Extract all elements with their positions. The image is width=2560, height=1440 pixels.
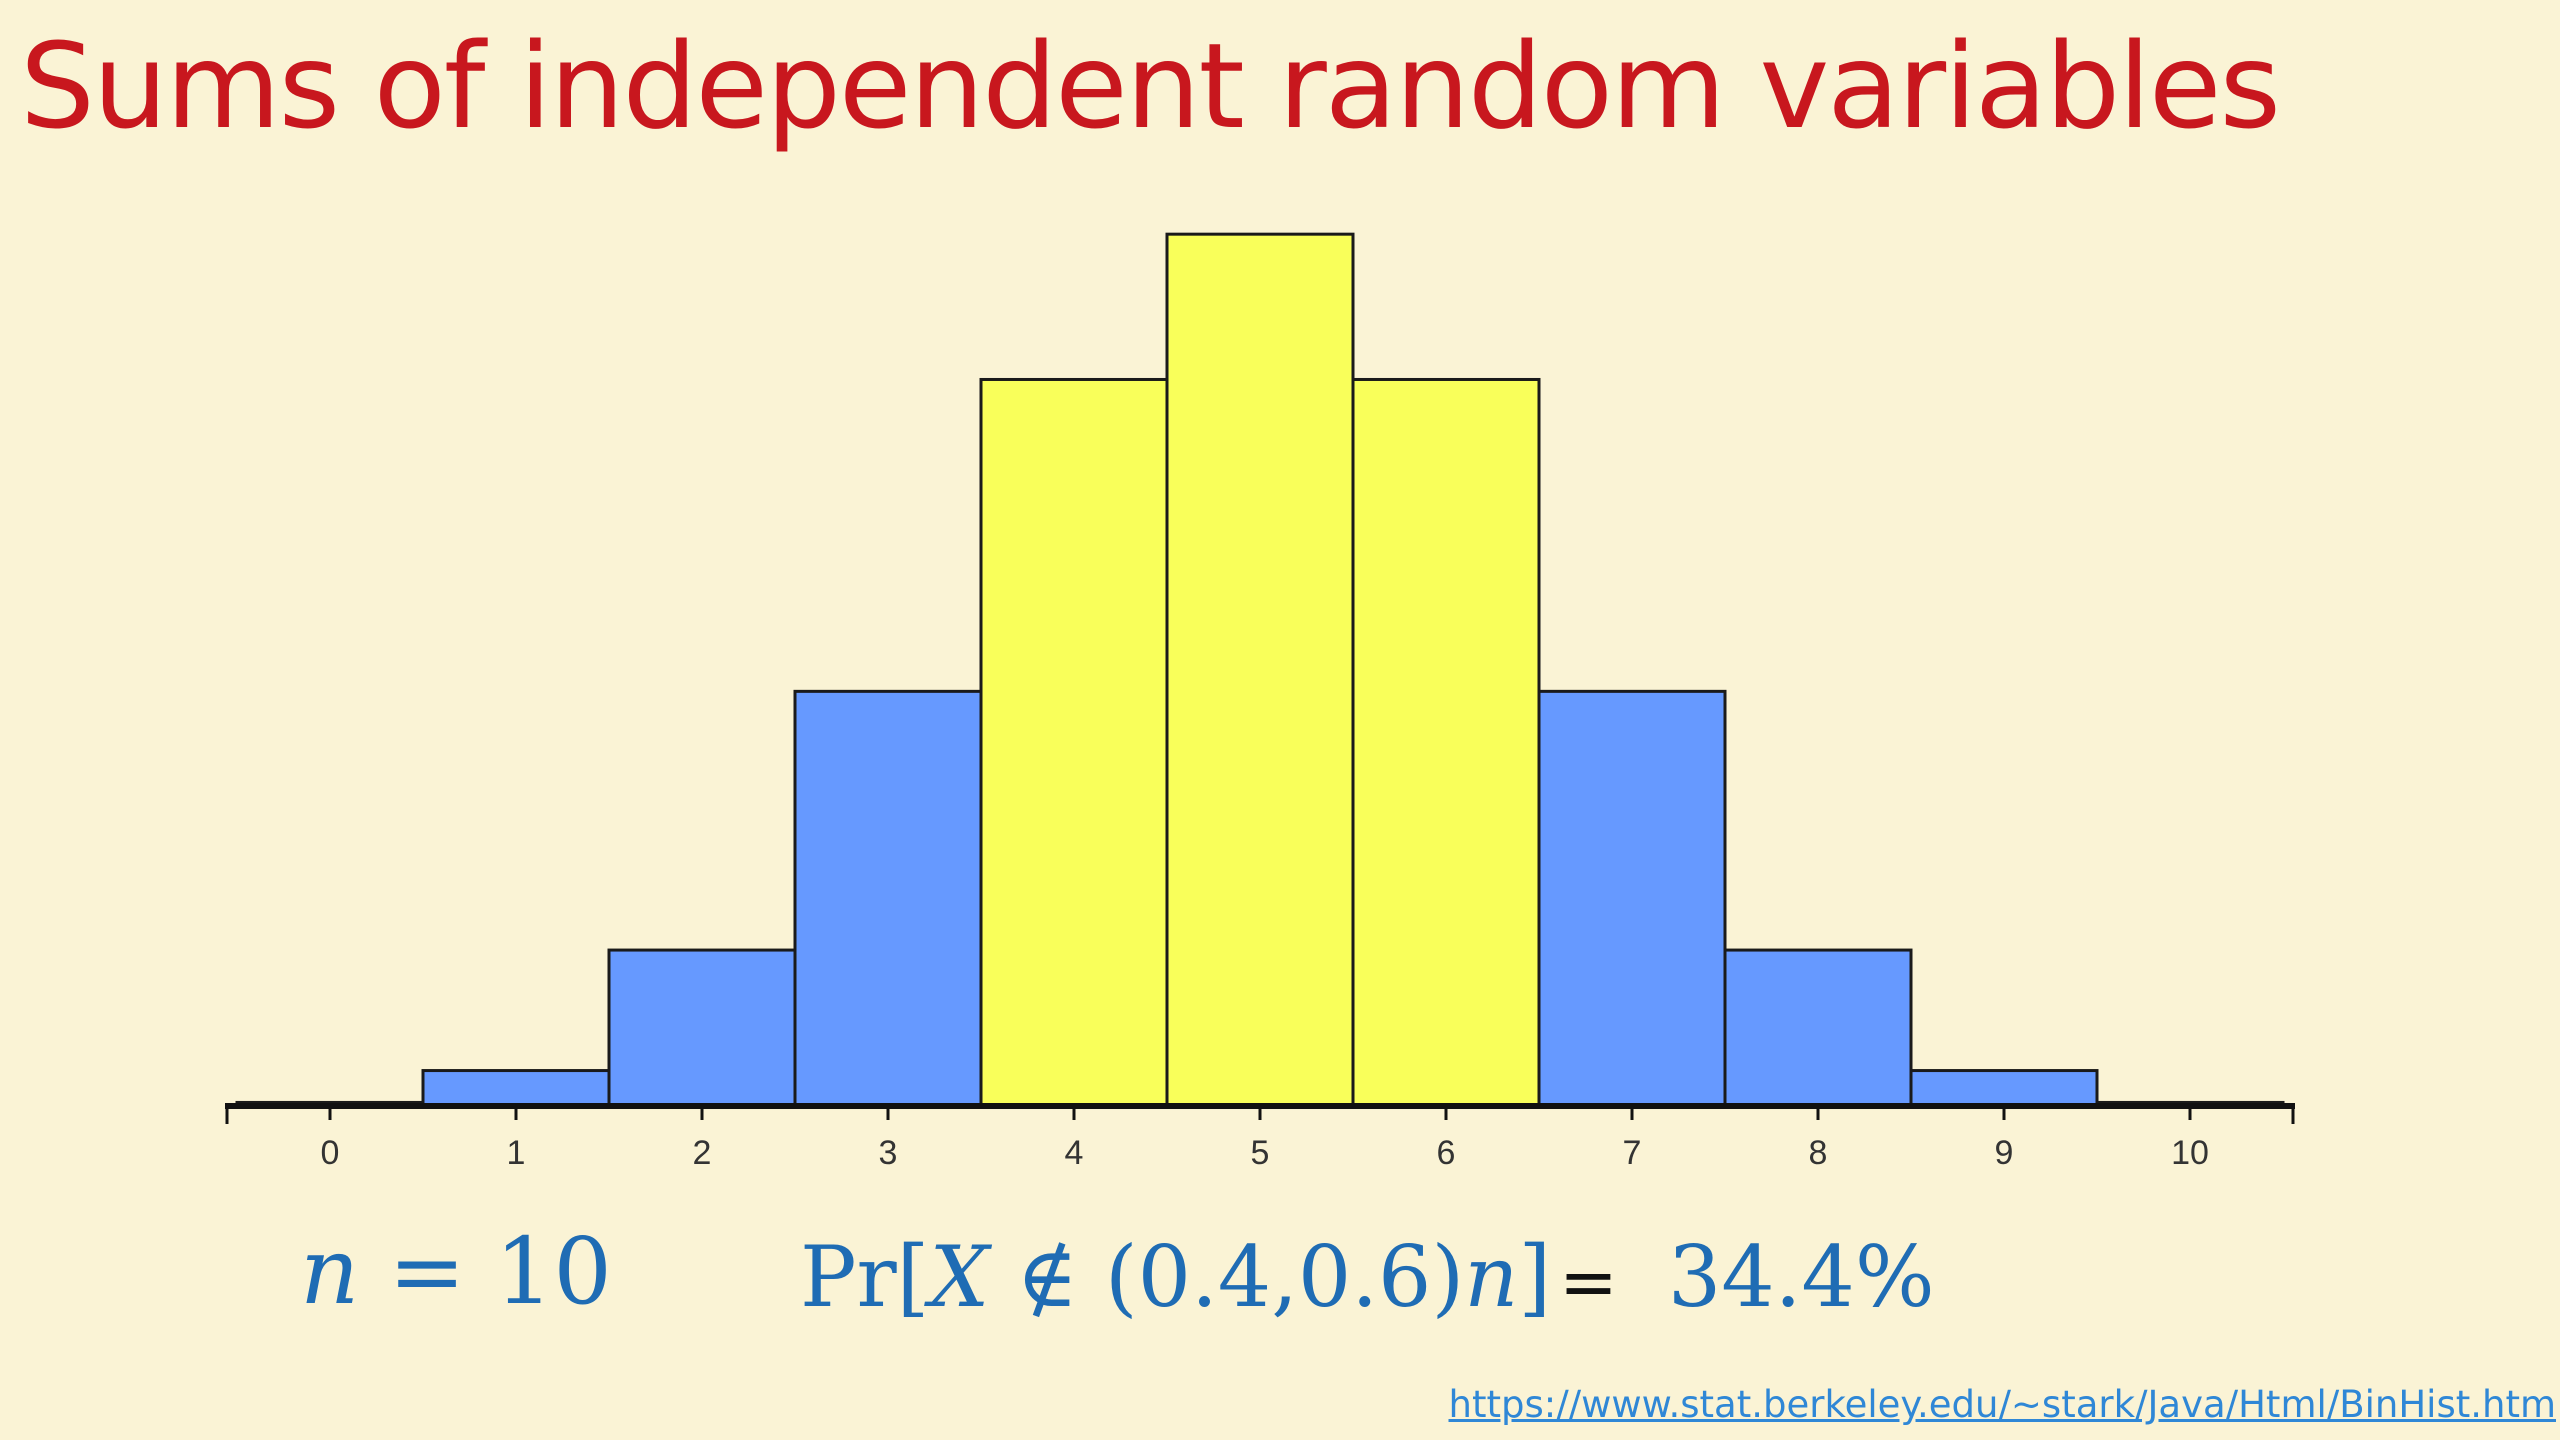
n-variable: n <box>300 1218 360 1325</box>
bar-2 <box>607 948 797 1108</box>
prob-prefix: Pr[ <box>800 1228 930 1326</box>
bars-group <box>235 232 2285 1108</box>
prob-equals: = <box>1559 1241 1618 1323</box>
bar-9 <box>1909 1069 2099 1108</box>
x-tick-label-8: 8 <box>1809 1134 1828 1172</box>
x-tick-label-3: 3 <box>879 1134 898 1172</box>
n-equation: n = 10 <box>300 1218 612 1325</box>
x-tick-label-0: 0 <box>321 1134 340 1172</box>
probability-formula: Pr[X ∉ (0.4,0.6)n] = 34.4% <box>800 1228 1935 1326</box>
prob-variable-x: X <box>929 1228 990 1326</box>
x-tick-label-5: 5 <box>1251 1134 1270 1172</box>
x-tick-label-4: 4 <box>1065 1134 1084 1172</box>
x-tick-label-6: 6 <box>1437 1134 1456 1172</box>
prob-close-bracket: ] <box>1518 1228 1552 1326</box>
x-tick-labels-group: 0 1 2 3 4 5 6 7 8 9 10 <box>321 1134 2209 1172</box>
bar-7 <box>1537 689 1727 1108</box>
bar-5 <box>1165 232 1355 1108</box>
prob-variable-n: n <box>1464 1228 1519 1326</box>
bar-1 <box>421 1069 611 1108</box>
x-tick-label-10: 10 <box>2171 1134 2209 1172</box>
bar-6 <box>1351 377 1541 1108</box>
x-tick-label-9: 9 <box>1995 1134 2014 1172</box>
x-tick-label-7: 7 <box>1623 1134 1642 1172</box>
n-value: = 10 <box>359 1218 612 1325</box>
prob-value: 34.4% <box>1667 1228 1935 1326</box>
bar-8 <box>1723 948 1913 1108</box>
source-link[interactable]: https://www.stat.berkeley.edu/~stark/Jav… <box>1448 1383 2557 1426</box>
prob-interval: ∉ (0.4,0.6) <box>989 1228 1465 1326</box>
x-ticks-group <box>225 1106 2295 1124</box>
bar-3 <box>793 689 983 1108</box>
x-tick-label-1: 1 <box>507 1134 526 1172</box>
x-tick-label-2: 2 <box>693 1134 712 1172</box>
slide-title: Sums of independent random variables <box>20 17 2281 155</box>
bar-4 <box>979 377 1169 1108</box>
